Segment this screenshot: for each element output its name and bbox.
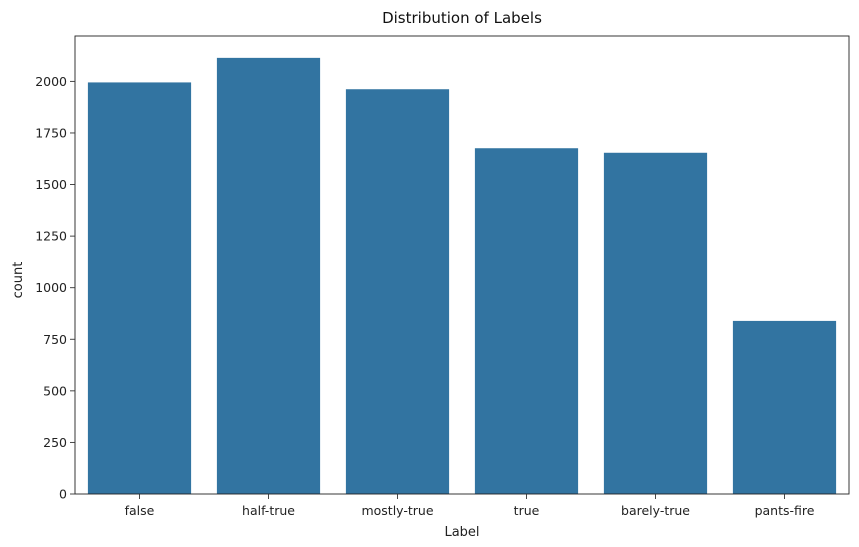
y-tick-label: 1000 xyxy=(35,280,67,295)
y-axis-ticks: 0 250 500 750 1000 1250 1500 1750 2000 xyxy=(35,74,75,502)
chart-title: Distribution of Labels xyxy=(382,9,542,27)
x-tick-label: true xyxy=(514,503,540,518)
y-tick-label: 2000 xyxy=(35,74,67,89)
bar-false xyxy=(87,82,192,495)
x-tick-label: barely-true xyxy=(621,503,690,518)
y-tick-label: 1750 xyxy=(35,125,67,140)
y-axis-label: count xyxy=(11,262,26,299)
x-axis-label: Label xyxy=(444,525,479,540)
x-tick-label: pants-fire xyxy=(755,503,815,518)
plot-frame xyxy=(74,35,850,495)
y-tick-label: 0 xyxy=(59,487,67,502)
bar-pants-fire xyxy=(732,320,837,494)
x-tick-label: mostly-true xyxy=(361,503,433,518)
plot-area xyxy=(74,35,850,495)
bar-half-true xyxy=(216,57,321,495)
y-tick-label: 500 xyxy=(43,383,67,398)
x-axis-ticks: false half-true mostly-true true barely-true… xyxy=(125,494,815,518)
y-tick-label: 1500 xyxy=(35,177,67,192)
y-tick-label: 750 xyxy=(43,332,67,347)
x-tick-label: half-true xyxy=(242,503,295,518)
x-tick-label: false xyxy=(125,503,155,518)
bar-barely-true xyxy=(603,152,708,494)
y-tick-label: 1250 xyxy=(35,229,67,244)
bar-mostly-true xyxy=(345,89,450,494)
y-tick-label: 250 xyxy=(43,435,67,450)
bar-true xyxy=(474,148,579,495)
